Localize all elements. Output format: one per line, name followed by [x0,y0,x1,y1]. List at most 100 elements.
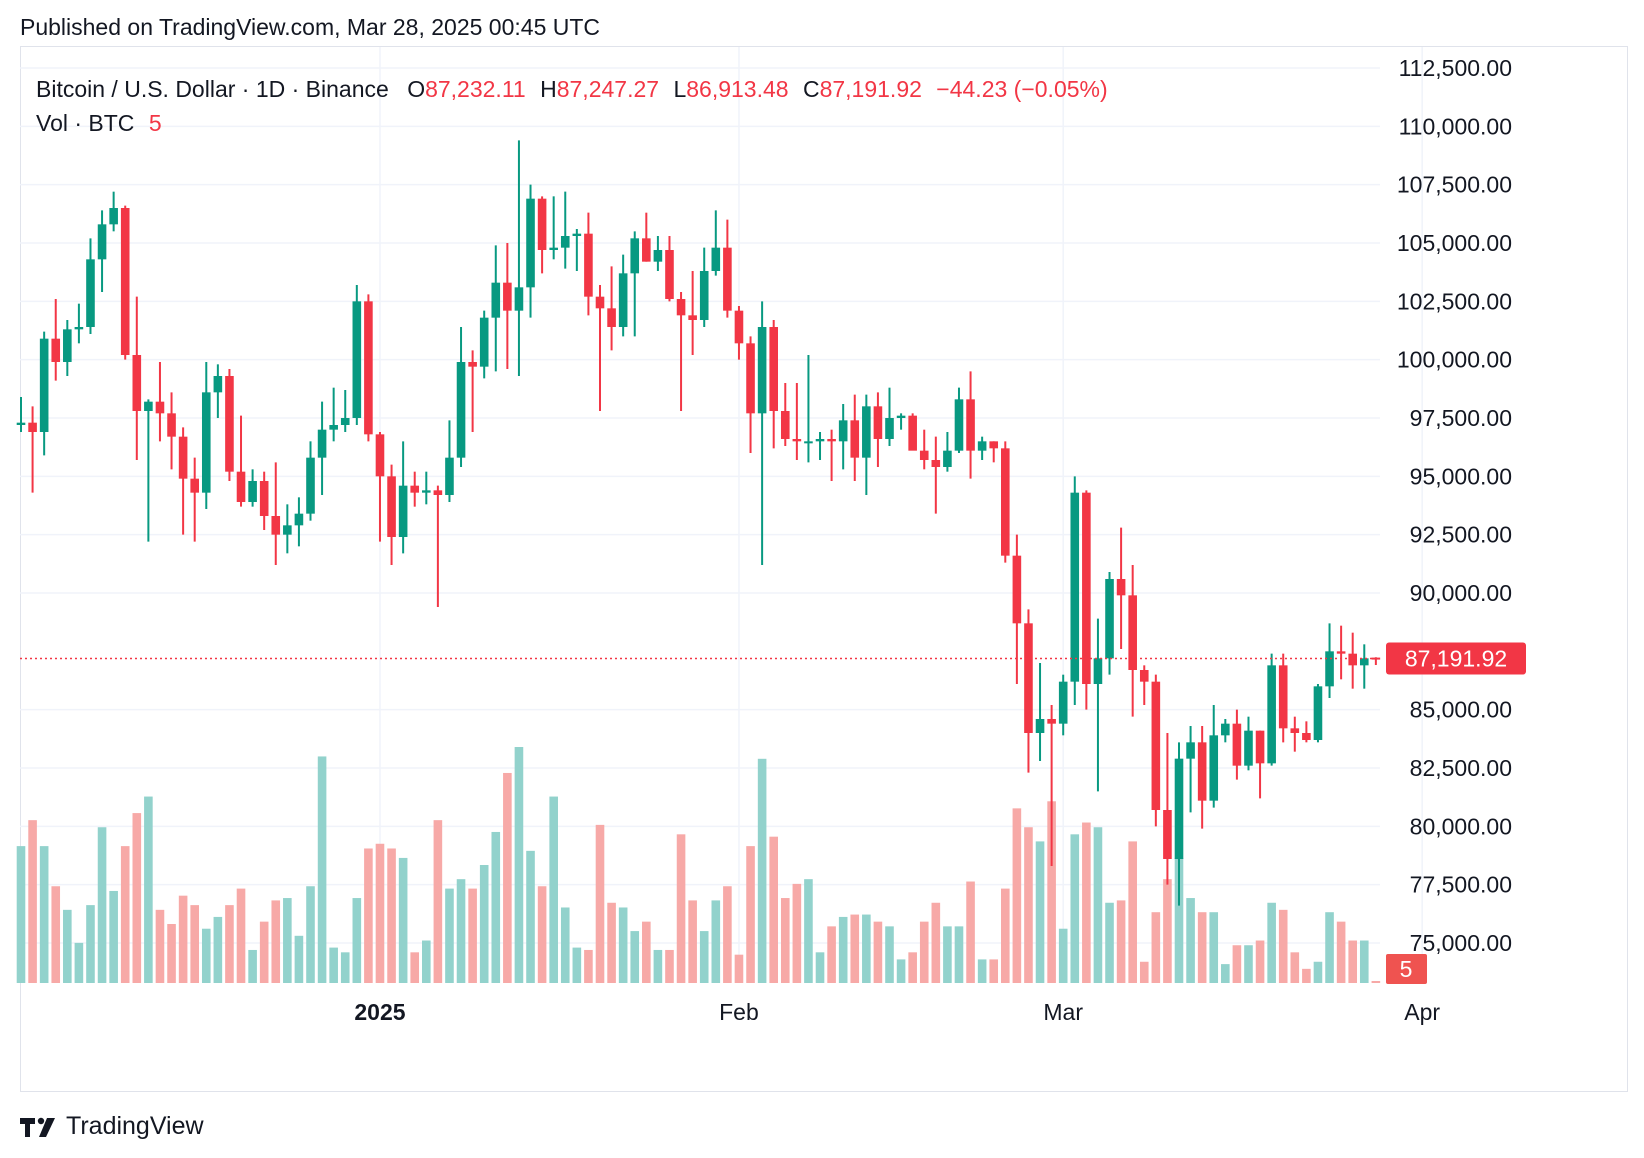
candle-body [364,301,373,435]
candle-body [1232,723,1242,766]
volume-bar [398,857,408,983]
candle-body [838,420,848,442]
candle-body [16,422,26,425]
last-price-label: 87,191.92 [1405,646,1507,672]
candle-body [966,399,975,451]
volume-bar [445,888,454,983]
volume-bar [746,846,755,983]
volume-bar [109,890,118,983]
candle-body [607,308,616,327]
volume-bar [387,848,396,983]
candle-body [340,418,350,425]
candle-body [225,376,234,472]
volume-bar [549,796,558,983]
volume-bar [63,909,72,983]
ohlc-row: Bitcoin / U.S. Dollar · 1D · Binance O87… [36,72,1108,106]
candle-body [167,413,176,437]
volume-bar [838,916,848,983]
candle-body [572,233,582,236]
candle-body [271,516,281,535]
y-tick-label: 102,500.00 [1397,288,1512,314]
candle-body [642,238,651,262]
volume-bar [792,883,802,983]
candle-body [1047,719,1056,724]
candle-body [746,343,755,414]
open-label: O [407,76,426,102]
open-value: 87,232.11 [425,76,526,102]
volume-bar [352,898,362,983]
volume-bar [850,914,860,983]
volume-bar [178,895,188,983]
candle-body [1035,719,1045,733]
volume-bar [815,952,825,983]
volume-bar [1267,902,1276,983]
volume-bar [97,827,107,983]
volume-bar [1278,909,1288,983]
volume-bar [688,900,697,983]
volume-bar [954,926,964,983]
volume-bar [642,921,651,983]
candle-body [723,247,732,311]
candle-body [294,513,304,526]
candle-body [1325,651,1334,687]
volume-bar [1244,945,1253,983]
volume-bar [769,836,778,983]
candle-body [144,401,153,411]
candle-body [560,236,570,248]
volume-bar [607,902,616,983]
volume-bar [560,907,570,983]
tradingview-brand[interactable]: TradingView [20,1112,204,1141]
candle-body [1278,665,1288,729]
candle-body [329,425,338,430]
volume-bar [1302,968,1311,983]
volume-bar [422,940,431,983]
volume-bar [1116,900,1126,983]
volume-bar [1093,827,1103,983]
candle-body [1082,492,1091,684]
candle-body [850,420,860,458]
candle-body [1336,651,1346,654]
volume-bar [1105,902,1114,983]
x-axis: 2025 Feb Mar Apr [354,999,1440,1025]
candle-body [989,441,999,449]
volume-bar [595,824,605,983]
candle-body [1058,681,1068,724]
volume-bar [132,813,142,983]
candle-body [1105,579,1114,659]
volume-bar [537,886,547,983]
candle-body [885,418,894,439]
y-tick-label: 92,500.00 [1410,522,1512,548]
volume-bar [1336,921,1346,983]
candle-body [653,250,663,262]
brand-name: TradingView [66,1112,204,1140]
candle-body [1313,686,1323,740]
volume-bar [653,949,663,983]
volume-bar [1139,961,1149,983]
volume-bar [1197,912,1207,983]
candle-body [433,490,443,495]
volume-bar [584,949,593,983]
volume-label[interactable]: Vol · BTC [36,110,135,136]
candle-body [1197,742,1207,801]
candle-body [769,327,778,411]
volume-bar [375,843,385,983]
candle-body [97,224,107,260]
chart-frame [20,46,1628,1092]
y-tick-label: 97,500.00 [1410,405,1512,431]
volume-bar [1325,912,1334,983]
x-tick-label: Feb [719,999,759,1025]
candle-body [1163,810,1172,859]
volume-bar [1082,822,1091,983]
candle-body [630,238,640,274]
volume-bar [1070,834,1080,983]
symbol-label[interactable]: Bitcoin / U.S. Dollar · 1D · Binance [36,76,389,102]
volume-bar [780,898,790,983]
volume-bar [479,865,489,983]
volume-bar [294,935,304,983]
candle-body [51,338,61,362]
y-tick-label: 80,000.00 [1410,813,1512,839]
volume-bar [757,758,767,983]
published-caption: Published on TradingView.com, Mar 28, 20… [20,14,601,40]
volume-bar [1255,940,1265,983]
